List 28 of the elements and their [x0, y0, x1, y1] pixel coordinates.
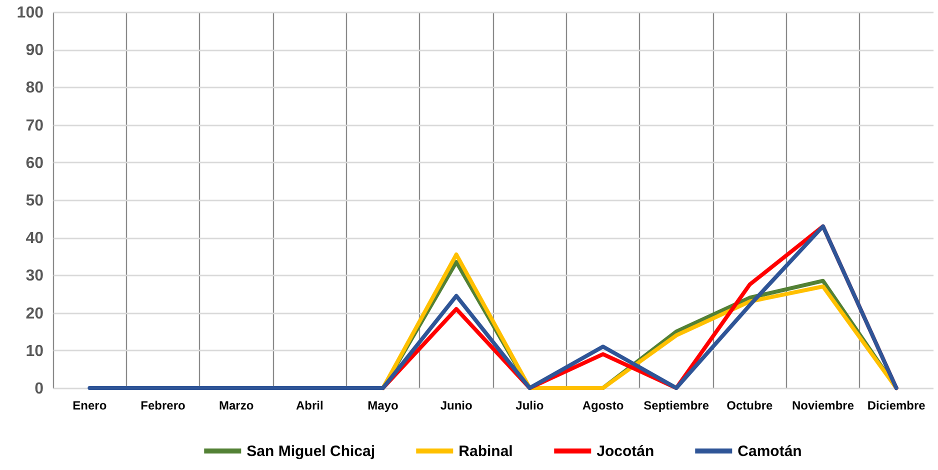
x-tick-label: Mayo	[368, 398, 398, 412]
y-tick-label: 90	[26, 42, 44, 60]
legend-label: San Miguel Chicaj	[246, 443, 376, 460]
x-tick-label: Octubre	[726, 398, 773, 412]
x-tick-label: Junio	[440, 398, 472, 412]
x-tick-label: Enero	[72, 398, 107, 412]
x-tick-label: Noviembre	[792, 398, 854, 412]
y-tick-label: 60	[26, 154, 44, 172]
y-tick-label: 0	[34, 380, 44, 398]
y-tick-label: 30	[26, 268, 44, 285]
legend-label: Camotán	[738, 443, 802, 460]
y-tick-label: 70	[26, 117, 44, 134]
x-tick-label: Febrero	[140, 398, 186, 412]
x-tick-label: Marzo	[218, 398, 254, 412]
line-series	[88, 224, 898, 390]
x-tick-label: Agosto	[582, 398, 624, 412]
x-tick-label: Abril	[296, 398, 324, 412]
y-tick-label: 40	[26, 230, 44, 248]
y-tick-label: 100	[16, 4, 44, 22]
x-tick-label: Septiembre	[644, 398, 710, 412]
x-tick-label: Diciembre	[867, 398, 926, 412]
legend-label: Rabinal	[458, 443, 513, 460]
y-tick-label: 50	[26, 192, 44, 210]
y-tick-label: 20	[26, 305, 44, 322]
legend-label: Jocotán	[596, 443, 654, 460]
y-tick-label: 80	[26, 80, 44, 97]
x-tick-label: Julio	[516, 398, 544, 412]
y-tick-label: 10	[26, 342, 44, 360]
